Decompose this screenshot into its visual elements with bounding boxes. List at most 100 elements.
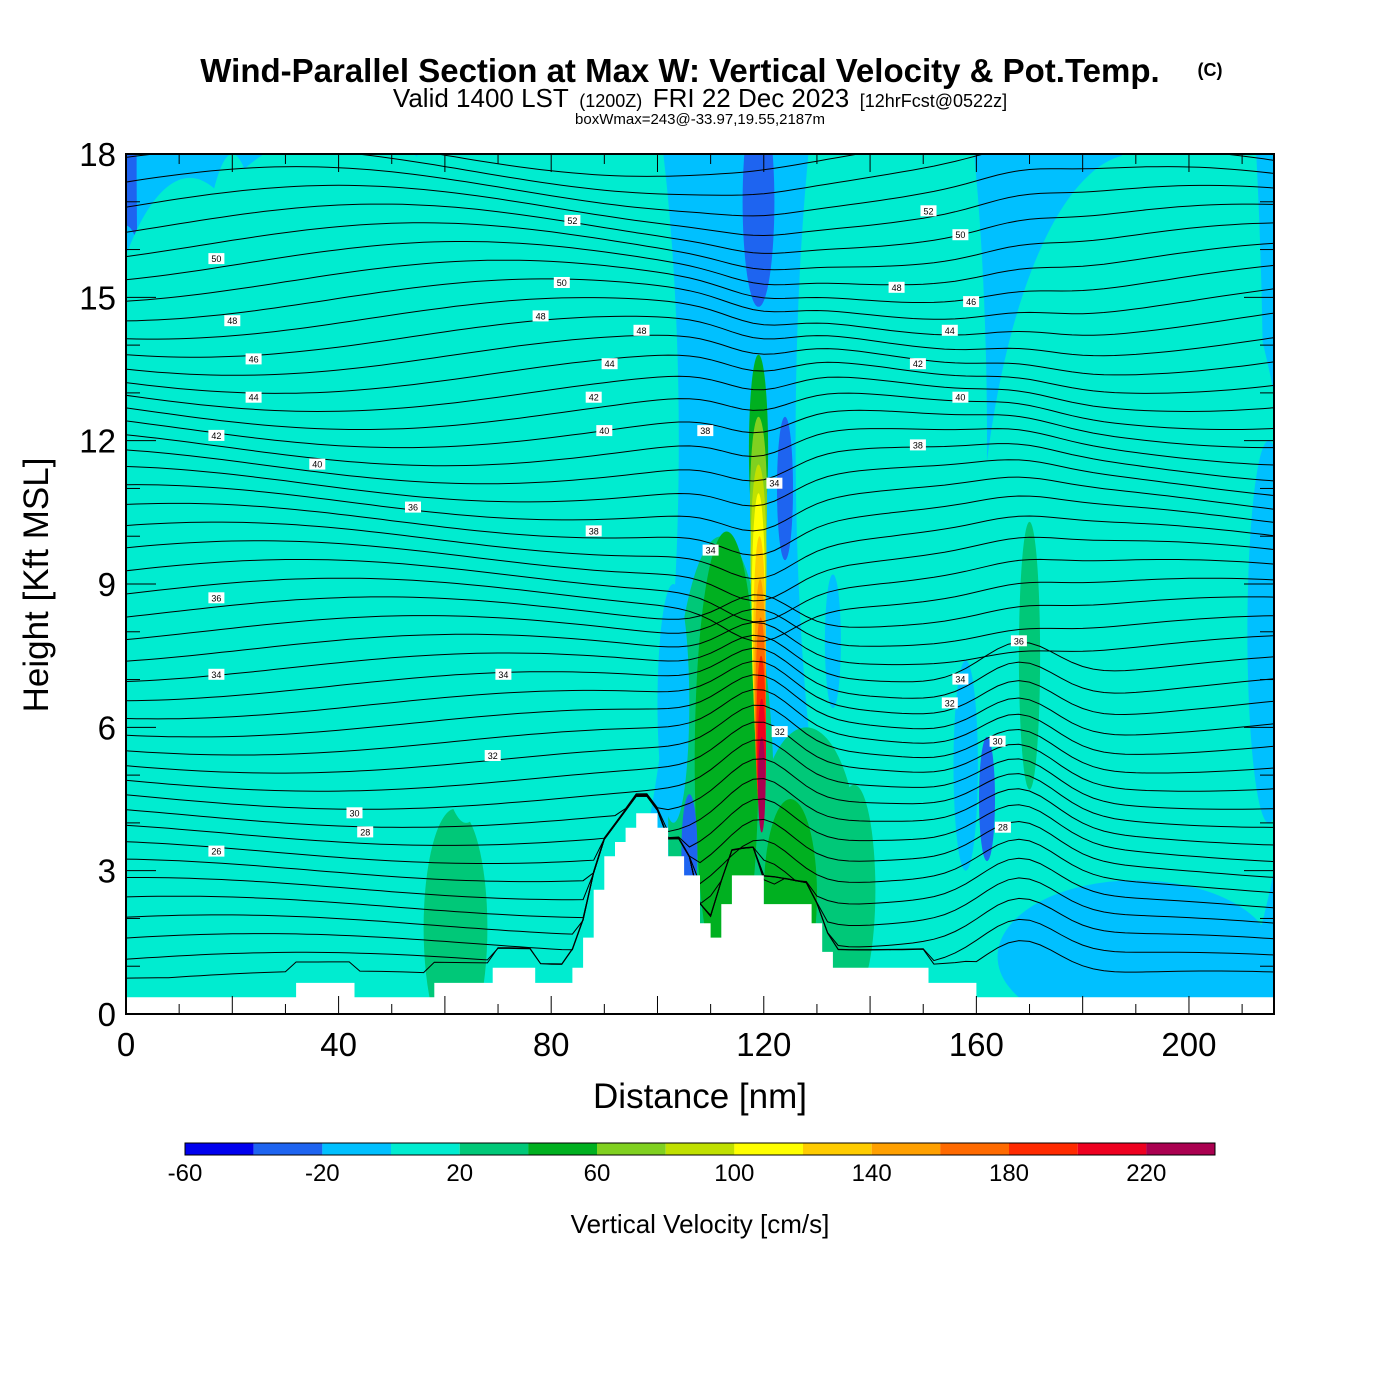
contour-label-bg	[484, 750, 501, 761]
contour-label: 50	[955, 230, 965, 240]
colorbar-tick-label: 20	[446, 1160, 473, 1187]
contour-label: 44	[605, 359, 615, 369]
colorbar-swatch	[1077, 1143, 1147, 1155]
contour-label: 36	[1014, 636, 1024, 646]
colorbar-swatch	[597, 1143, 666, 1155]
chart-meta: boxWmax=243@-33.97,19.55,2187m	[575, 111, 825, 128]
contour-label-bg	[941, 324, 958, 336]
subtitle-forecast: [12hrFcst@0522z]	[860, 91, 1007, 111]
y-tick-label: 18	[79, 136, 116, 173]
contour-label: 38	[589, 526, 599, 536]
contour-label-bg	[909, 358, 926, 370]
colorbar-swatch	[665, 1143, 735, 1155]
contour-label-bg	[766, 477, 783, 489]
colorbar: -60 -20 20 60 100 140 180 220	[168, 1142, 1216, 1187]
contour-label: 40	[312, 460, 322, 470]
theta-contour	[126, 203, 1274, 254]
velocity-region	[824, 574, 841, 709]
contour-label: 40	[599, 426, 609, 436]
contour-label: 34	[955, 675, 965, 685]
contour-label-bg	[564, 214, 581, 226]
colorbar-tick-label: -20	[305, 1160, 340, 1187]
colorbar-swatch	[803, 1143, 872, 1155]
contour-label-bg	[952, 229, 969, 241]
colorbar-tick-label: 180	[989, 1160, 1029, 1187]
theta-contour	[126, 334, 1274, 376]
contour-label-bg	[697, 425, 714, 437]
contour-label: 34	[706, 546, 716, 556]
x-tick-label: 120	[736, 1026, 791, 1063]
velocity-region	[1018, 521, 1041, 790]
contour-label-bg	[208, 253, 225, 265]
contour-label-bg	[963, 296, 980, 308]
colorbar-swatch	[940, 1143, 1009, 1155]
theta-contour	[126, 647, 1274, 702]
contour-label-bg	[920, 205, 937, 217]
theta-contour	[126, 241, 1274, 286]
contour-label: 28	[998, 823, 1008, 833]
chart-title-suffix: (C)	[1198, 60, 1223, 80]
contour-label-bg	[909, 439, 926, 451]
y-tick-label: 9	[98, 566, 116, 603]
contour-label-bg	[888, 281, 905, 293]
contour-label-bg	[208, 592, 225, 604]
theta-contour	[126, 621, 1274, 666]
contour-label: 48	[892, 283, 902, 293]
contour-label: 34	[769, 479, 779, 489]
y-tick-label: 0	[98, 996, 116, 1033]
theta-contour	[435, 154, 862, 177]
theta-contour	[126, 409, 1274, 449]
contour-label-bg	[208, 429, 225, 441]
colorbar-tick-label: -60	[168, 1160, 203, 1187]
theta-contour	[126, 795, 1274, 883]
theta-contour	[126, 297, 1274, 340]
contour-label-bg	[224, 315, 241, 327]
contour-label-bg	[553, 277, 570, 288]
theta-contour	[126, 758, 1274, 828]
colorbar-tick-label: 100	[714, 1160, 754, 1187]
contour-label: 32	[945, 698, 955, 708]
theta-contour	[126, 608, 1274, 647]
terrain	[126, 813, 1274, 1014]
contour-label: 52	[923, 206, 933, 216]
colorbar-swatch	[528, 1143, 597, 1155]
x-tick-label: 80	[533, 1026, 570, 1063]
theta-contour	[126, 354, 1274, 394]
velocity-region	[264, 154, 413, 1014]
contour-label-bg	[245, 391, 262, 403]
theta-contour	[126, 375, 1274, 413]
colorbar-swatch	[871, 1143, 941, 1155]
contour-label-bg	[771, 726, 788, 738]
velocity-region	[832, 784, 876, 995]
y-tick-label: 12	[79, 423, 116, 460]
contour-label: 38	[700, 426, 710, 436]
velocity-region	[758, 736, 766, 833]
contour-label: 42	[589, 393, 599, 403]
theta-contour	[126, 721, 1274, 792]
contour-label: 50	[211, 254, 221, 264]
theta-contour	[126, 259, 1274, 303]
y-axis-label: Height [Kft MSL]	[17, 458, 56, 713]
contour-label-bg	[989, 735, 1006, 747]
colorbar-swatch	[185, 1143, 254, 1155]
contour-label: 26	[211, 847, 221, 857]
contour-label-bg	[405, 501, 421, 513]
colorbar-swatch	[253, 1143, 323, 1155]
contour-label: 48	[227, 316, 237, 326]
theta-contour	[126, 739, 1274, 810]
contour-label: 38	[913, 440, 923, 450]
theta-contour	[126, 476, 1274, 532]
theta-contour	[126, 459, 1274, 507]
theta-contours	[126, 154, 1274, 979]
theta-contour	[126, 495, 1274, 556]
velocity-region	[1114, 154, 1264, 1014]
theta-contour	[126, 536, 1274, 602]
contour-label: 30	[993, 737, 1003, 747]
contour-label-bg	[309, 458, 326, 470]
contour-label: 28	[360, 827, 370, 837]
colorbar-label: Vertical Velocity [cm/s]	[571, 1209, 830, 1239]
contour-label-bg	[357, 826, 374, 838]
contour-label: 40	[955, 393, 965, 403]
contour-label: 36	[408, 503, 418, 513]
